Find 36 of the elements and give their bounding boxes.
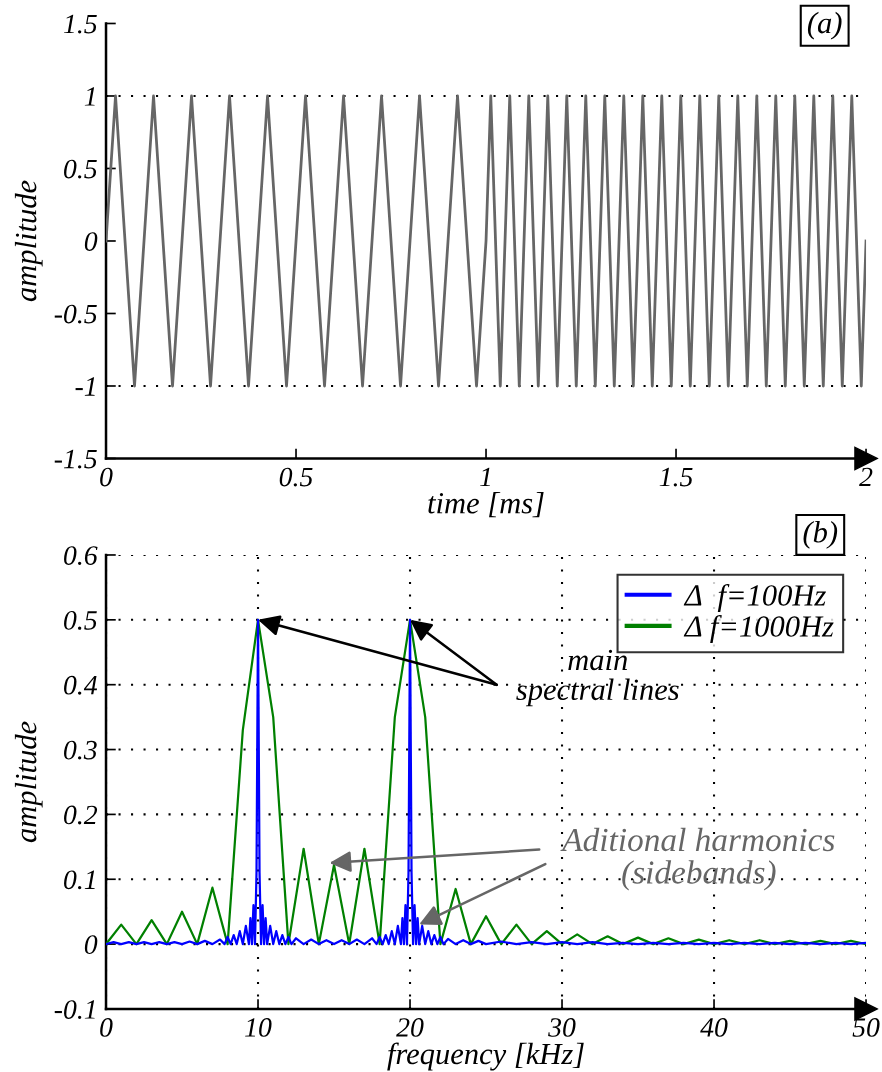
x-tick-label: 10 [245, 1018, 272, 1037]
legend-label: Δ f=1000Hz [683, 615, 834, 644]
y-tick-label: 0.1 [64, 870, 95, 890]
x-tick-label: 30 [548, 1018, 576, 1037]
x-tick-label: 1.5 [659, 467, 693, 487]
x-tick-label: 40 [700, 1018, 728, 1037]
x-tick-label: 0 [100, 467, 113, 487]
y-tick-label: 1.5 [63, 14, 97, 34]
y-tick-label: 0 [84, 232, 98, 251]
y-tick-label: 1 [84, 87, 95, 106]
y-axis-title: amplitude [14, 180, 43, 302]
y-tick-label: -1.5 [54, 449, 97, 469]
y-tick-label: 0.2 [64, 805, 98, 825]
x-tick-label: 0 [100, 1018, 113, 1037]
x-tick-label: 2 [859, 467, 873, 487]
y-tick-label: 0.6 [64, 546, 98, 566]
y-tick-label: 0.4 [64, 675, 98, 695]
y-tick-label: 0.5 [64, 159, 97, 179]
x-tick-label: 20 [396, 1018, 424, 1037]
y-axis-title: amplitude [14, 721, 43, 843]
y-tick-label: -0.1 [54, 1000, 95, 1019]
x-axis-title: frequency [kHz] [387, 1042, 584, 1071]
annotation: main spectral lines [516, 649, 679, 707]
annotation: (a) [807, 11, 842, 40]
y-tick-label: 0 [84, 935, 98, 955]
y-tick-label: -1 [75, 377, 95, 396]
annotation: Aditional harmonics (sidebands) [560, 827, 835, 891]
legend-label: Δ f=100Hz [683, 583, 826, 612]
y-tick-label: 0.5 [64, 611, 97, 630]
x-tick-label: 0.5 [279, 467, 313, 487]
y-tick-label: 0.3 [64, 740, 97, 760]
y-tick-label: -0.5 [54, 304, 97, 324]
x-tick-label: 1 [480, 467, 490, 487]
text: (b) [803, 521, 838, 549]
x-tick-label: 50 [852, 1018, 880, 1037]
x-axis-title: time [ms] [428, 492, 544, 518]
